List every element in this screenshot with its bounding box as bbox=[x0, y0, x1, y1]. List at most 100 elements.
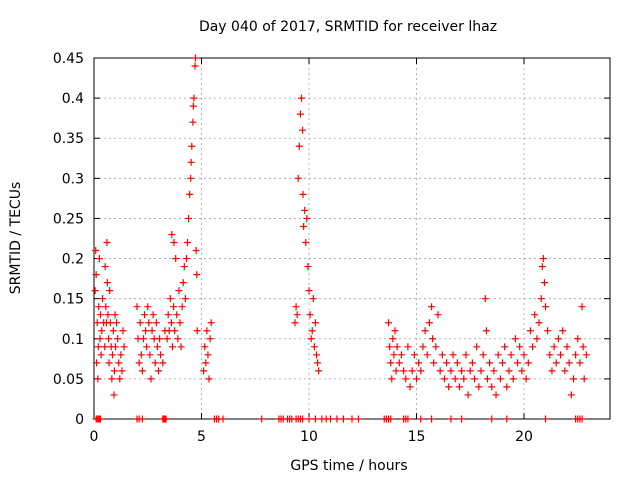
data-point bbox=[492, 391, 500, 399]
data-point bbox=[97, 351, 105, 359]
data-point bbox=[219, 415, 227, 423]
data-point bbox=[168, 230, 176, 238]
data-point bbox=[578, 303, 586, 311]
data-point bbox=[466, 367, 474, 375]
data-point bbox=[413, 375, 420, 383]
data-point bbox=[430, 359, 438, 367]
data-point bbox=[145, 319, 153, 327]
data-point bbox=[109, 327, 117, 335]
data-point bbox=[456, 383, 463, 391]
data-point bbox=[118, 367, 126, 375]
data-point bbox=[404, 415, 412, 423]
data-point bbox=[428, 303, 436, 311]
data-point bbox=[166, 295, 174, 303]
data-point bbox=[110, 367, 118, 375]
data-point bbox=[141, 311, 149, 319]
data-point bbox=[96, 415, 104, 423]
y-tick-label: 0.25 bbox=[53, 211, 84, 227]
data-point bbox=[572, 351, 580, 359]
y-axis-label: SRMTID / TECUs bbox=[8, 182, 24, 295]
data-point bbox=[142, 327, 150, 335]
data-point bbox=[574, 335, 582, 343]
data-point bbox=[535, 319, 543, 327]
data-point bbox=[295, 142, 303, 150]
data-point bbox=[159, 359, 167, 367]
data-point bbox=[181, 295, 189, 303]
x-axis-label: GPS time / hours bbox=[290, 458, 407, 474]
data-point bbox=[516, 343, 524, 351]
data-point bbox=[175, 287, 183, 295]
data-point bbox=[92, 247, 100, 255]
data-point bbox=[182, 255, 190, 263]
data-point bbox=[569, 375, 577, 383]
y-tick-label: 0.2 bbox=[62, 252, 84, 268]
data-point bbox=[447, 367, 455, 375]
data-point bbox=[205, 375, 213, 383]
data-point bbox=[201, 343, 209, 351]
data-point bbox=[310, 343, 318, 351]
data-point bbox=[486, 359, 494, 367]
data-point bbox=[563, 343, 571, 351]
data-point bbox=[354, 415, 362, 423]
data-point bbox=[308, 327, 316, 335]
data-point bbox=[540, 279, 548, 287]
data-point bbox=[95, 303, 103, 311]
data-point bbox=[550, 343, 558, 351]
data-point bbox=[391, 327, 399, 335]
data-point bbox=[389, 335, 397, 343]
data-point bbox=[94, 375, 102, 383]
data-point bbox=[432, 343, 440, 351]
data-point bbox=[559, 327, 567, 335]
data-point bbox=[339, 415, 347, 423]
data-point bbox=[164, 311, 172, 319]
data-point bbox=[103, 279, 111, 287]
data-point bbox=[428, 415, 436, 423]
data-point bbox=[299, 126, 307, 134]
data-point bbox=[258, 415, 266, 423]
data-point bbox=[173, 311, 181, 319]
data-point bbox=[490, 367, 498, 375]
data-point bbox=[552, 359, 560, 367]
data-point bbox=[533, 335, 541, 343]
data-point bbox=[313, 351, 321, 359]
data-point bbox=[304, 263, 312, 271]
data-point bbox=[105, 359, 113, 367]
data-point bbox=[567, 391, 575, 399]
data-point bbox=[482, 327, 490, 335]
data-point bbox=[503, 415, 511, 423]
data-point bbox=[421, 327, 429, 335]
data-point bbox=[149, 311, 157, 319]
data-point bbox=[180, 263, 188, 271]
data-point bbox=[576, 359, 584, 367]
data-point bbox=[397, 351, 405, 359]
data-point bbox=[98, 327, 106, 335]
data-point bbox=[178, 303, 186, 311]
data-points bbox=[91, 54, 590, 423]
data-point bbox=[137, 351, 145, 359]
data-point bbox=[102, 303, 110, 311]
data-point bbox=[91, 287, 99, 295]
y-tick-label: 0.4 bbox=[62, 91, 84, 107]
data-point bbox=[302, 239, 310, 247]
data-point bbox=[404, 343, 412, 351]
data-point bbox=[417, 415, 425, 423]
data-point bbox=[410, 351, 418, 359]
data-point bbox=[106, 287, 114, 295]
data-point bbox=[92, 271, 100, 279]
data-point bbox=[582, 351, 590, 359]
data-point bbox=[203, 327, 211, 335]
data-point bbox=[419, 343, 427, 351]
data-point bbox=[95, 255, 103, 263]
data-point bbox=[152, 319, 160, 327]
data-point bbox=[425, 319, 433, 327]
data-point bbox=[408, 367, 416, 375]
data-point bbox=[151, 359, 159, 367]
data-point bbox=[565, 359, 573, 367]
data-point bbox=[163, 335, 171, 343]
data-point bbox=[172, 255, 180, 263]
data-point bbox=[529, 343, 537, 351]
data-point bbox=[314, 359, 322, 367]
data-point bbox=[311, 319, 319, 327]
data-point bbox=[191, 62, 199, 70]
